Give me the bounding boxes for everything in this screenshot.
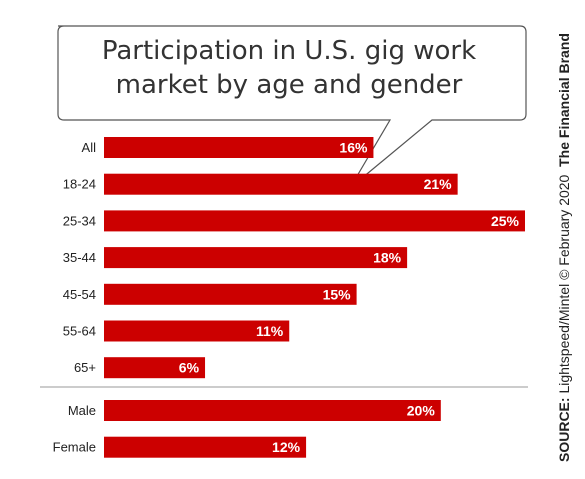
source-text: Lightspeed/Mintel © February 2020 bbox=[556, 174, 572, 394]
category-label: Female bbox=[53, 440, 96, 455]
category-label: 25-34 bbox=[63, 213, 96, 228]
category-label: All bbox=[82, 140, 97, 155]
bar-value-label: 18% bbox=[373, 250, 402, 266]
category-label: 65+ bbox=[74, 360, 96, 375]
bar bbox=[104, 137, 374, 158]
chart-title-line-1: Participation in U.S. gig work bbox=[101, 36, 477, 66]
category-label: 18-24 bbox=[63, 177, 96, 192]
bar-value-label: 21% bbox=[424, 176, 453, 192]
source-prefix: SOURCE: bbox=[556, 397, 572, 462]
chart-title-line-2: market by age and gender bbox=[115, 70, 463, 100]
bar bbox=[104, 400, 441, 421]
source-note: SOURCE: Lightspeed/Mintel © February 202… bbox=[556, 33, 572, 462]
bar-value-label: 11% bbox=[256, 323, 284, 339]
category-label: 45-54 bbox=[63, 287, 96, 302]
source-brand: The Financial Brand bbox=[556, 33, 572, 167]
bar-value-label: 12% bbox=[272, 439, 301, 455]
bar-value-label: 15% bbox=[323, 286, 352, 302]
category-label: 35-44 bbox=[63, 250, 96, 265]
bar bbox=[104, 283, 357, 305]
chart-title: Participation in U.S. gig work market by… bbox=[62, 34, 516, 102]
bar-value-label: 25% bbox=[491, 213, 520, 229]
bar-value-label: 6% bbox=[179, 360, 200, 376]
category-label: 55-64 bbox=[63, 324, 96, 339]
bar bbox=[104, 436, 307, 458]
bar bbox=[104, 320, 290, 342]
bar bbox=[104, 173, 458, 195]
bar bbox=[104, 210, 525, 232]
category-label: Male bbox=[68, 403, 96, 418]
bar-value-label: 16% bbox=[339, 140, 368, 156]
bar bbox=[104, 247, 408, 269]
bar bbox=[104, 357, 206, 379]
bar-value-label: 20% bbox=[407, 403, 436, 419]
